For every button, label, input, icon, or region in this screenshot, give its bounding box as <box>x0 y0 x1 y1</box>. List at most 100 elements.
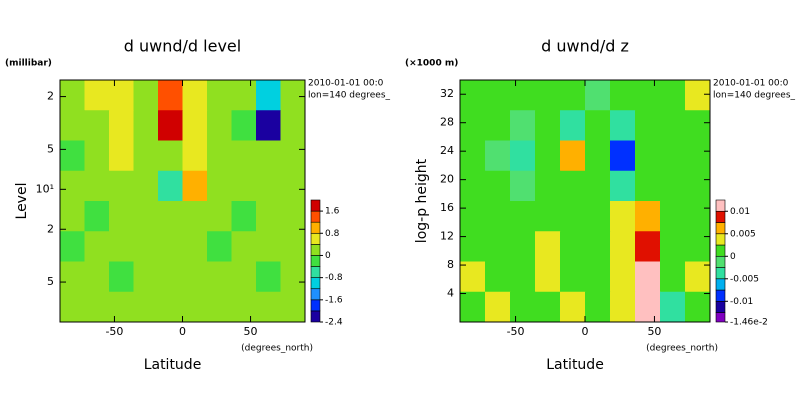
contour-cell <box>510 110 536 141</box>
y-axis-label: Level <box>14 183 30 220</box>
contour-cell <box>280 140 306 172</box>
contour-cell <box>560 201 586 232</box>
contour-cell <box>485 140 511 172</box>
contour-cell <box>510 231 536 262</box>
colorbar-band <box>310 299 321 312</box>
x-tick-label: 0 <box>582 325 589 338</box>
contour-cell <box>585 291 611 323</box>
y-tick-label: 4 <box>447 287 454 300</box>
y-axis-unit: (millibar) <box>5 59 52 69</box>
contour-cell <box>231 80 257 111</box>
contour-cell <box>685 140 711 172</box>
contour-cell <box>635 140 661 172</box>
colorbar-label: 0.005 <box>730 229 756 239</box>
contour-cell <box>231 261 257 293</box>
y-tick-label: 12 <box>440 230 454 243</box>
x-axis-unit: (degrees_north) <box>646 344 718 354</box>
chart-title: d uwnd/d z <box>541 37 629 56</box>
colorbar-band <box>715 289 726 302</box>
contour-cell <box>280 170 306 202</box>
colorbar-band <box>715 278 726 291</box>
colorbar-band <box>715 233 726 246</box>
contour-cell <box>182 261 208 293</box>
colorbar-band <box>715 210 726 223</box>
contour-cell <box>231 110 257 141</box>
contour-cell <box>535 140 561 172</box>
contour-cell <box>460 201 486 232</box>
contour-cell <box>460 80 486 111</box>
contour-cell <box>585 140 611 172</box>
contour-cell <box>510 261 536 293</box>
contour-cell <box>485 291 511 323</box>
contour-cell <box>610 170 636 202</box>
contour-cell <box>460 231 486 262</box>
contour-cell <box>207 261 232 293</box>
contour-cell <box>660 201 686 232</box>
contour-cell <box>84 140 110 172</box>
y-tick-label: 2 <box>47 90 54 103</box>
y-tick-label: 5 <box>47 142 54 155</box>
contour-cell <box>685 261 711 293</box>
contour-cell <box>60 201 85 232</box>
contour-cell <box>460 291 486 323</box>
contour-cell <box>158 291 183 323</box>
contour-cell <box>182 201 208 232</box>
annotation: 2010-01-01 00:0 <box>308 79 384 89</box>
contour-cell <box>560 231 586 262</box>
contour-cell <box>231 140 257 172</box>
contour-cell <box>84 231 110 262</box>
contour-cell <box>485 170 511 202</box>
contour-cell <box>207 80 232 111</box>
contour-cell <box>510 291 536 323</box>
contour-cell <box>485 201 511 232</box>
contour-cell <box>231 231 257 262</box>
contour-cell <box>133 140 159 172</box>
y-tick-label: 2 <box>47 222 54 235</box>
contour-cell <box>60 261 85 293</box>
colorbar-band <box>310 288 321 301</box>
contour-cell <box>84 110 110 141</box>
contour-cell <box>280 231 306 262</box>
contour-cell <box>585 261 611 293</box>
colorbar-label: 0 <box>730 252 736 262</box>
contour-cell <box>231 170 257 202</box>
contour-cell <box>158 170 183 202</box>
contour-cell <box>535 80 561 111</box>
contour-cell <box>460 110 486 141</box>
contour-cell <box>207 110 232 141</box>
contour-cell <box>510 201 536 232</box>
contour-cell <box>535 231 561 262</box>
colorbar-label: -2.4 <box>325 318 343 328</box>
contour-cell <box>207 140 232 172</box>
contour-cell <box>635 231 661 262</box>
contour-cell <box>685 170 711 202</box>
contour-cell <box>158 110 183 141</box>
contour-cell <box>182 110 208 141</box>
colorbar-band <box>715 255 726 268</box>
contour-cell <box>485 261 511 293</box>
contour-cell <box>158 80 183 111</box>
y-tick-label: 28 <box>440 116 454 129</box>
contour-cell <box>660 80 686 111</box>
contour-cell <box>60 110 85 141</box>
contour-cell <box>485 231 511 262</box>
contour-cell <box>256 261 281 293</box>
contour-cell <box>133 110 159 141</box>
contour-cell <box>660 110 686 141</box>
colorbar-band <box>715 199 726 212</box>
annotation: lon=140 degrees_ <box>308 91 391 101</box>
contour-cell <box>133 231 159 262</box>
contour-cell <box>84 170 110 202</box>
contour-cell <box>610 261 636 293</box>
colorbar-band <box>310 255 321 267</box>
contour-cell <box>510 80 536 111</box>
colorbar-band <box>310 221 321 234</box>
contour-cell <box>610 201 636 232</box>
contour-cell <box>207 231 232 262</box>
contour-cell <box>560 261 586 293</box>
contour-cell <box>560 80 586 111</box>
contour-cell <box>585 80 611 111</box>
contour-cell <box>635 201 661 232</box>
colorbar-label: 0.01 <box>730 207 750 217</box>
colorbar-label: 0.8 <box>325 229 340 239</box>
